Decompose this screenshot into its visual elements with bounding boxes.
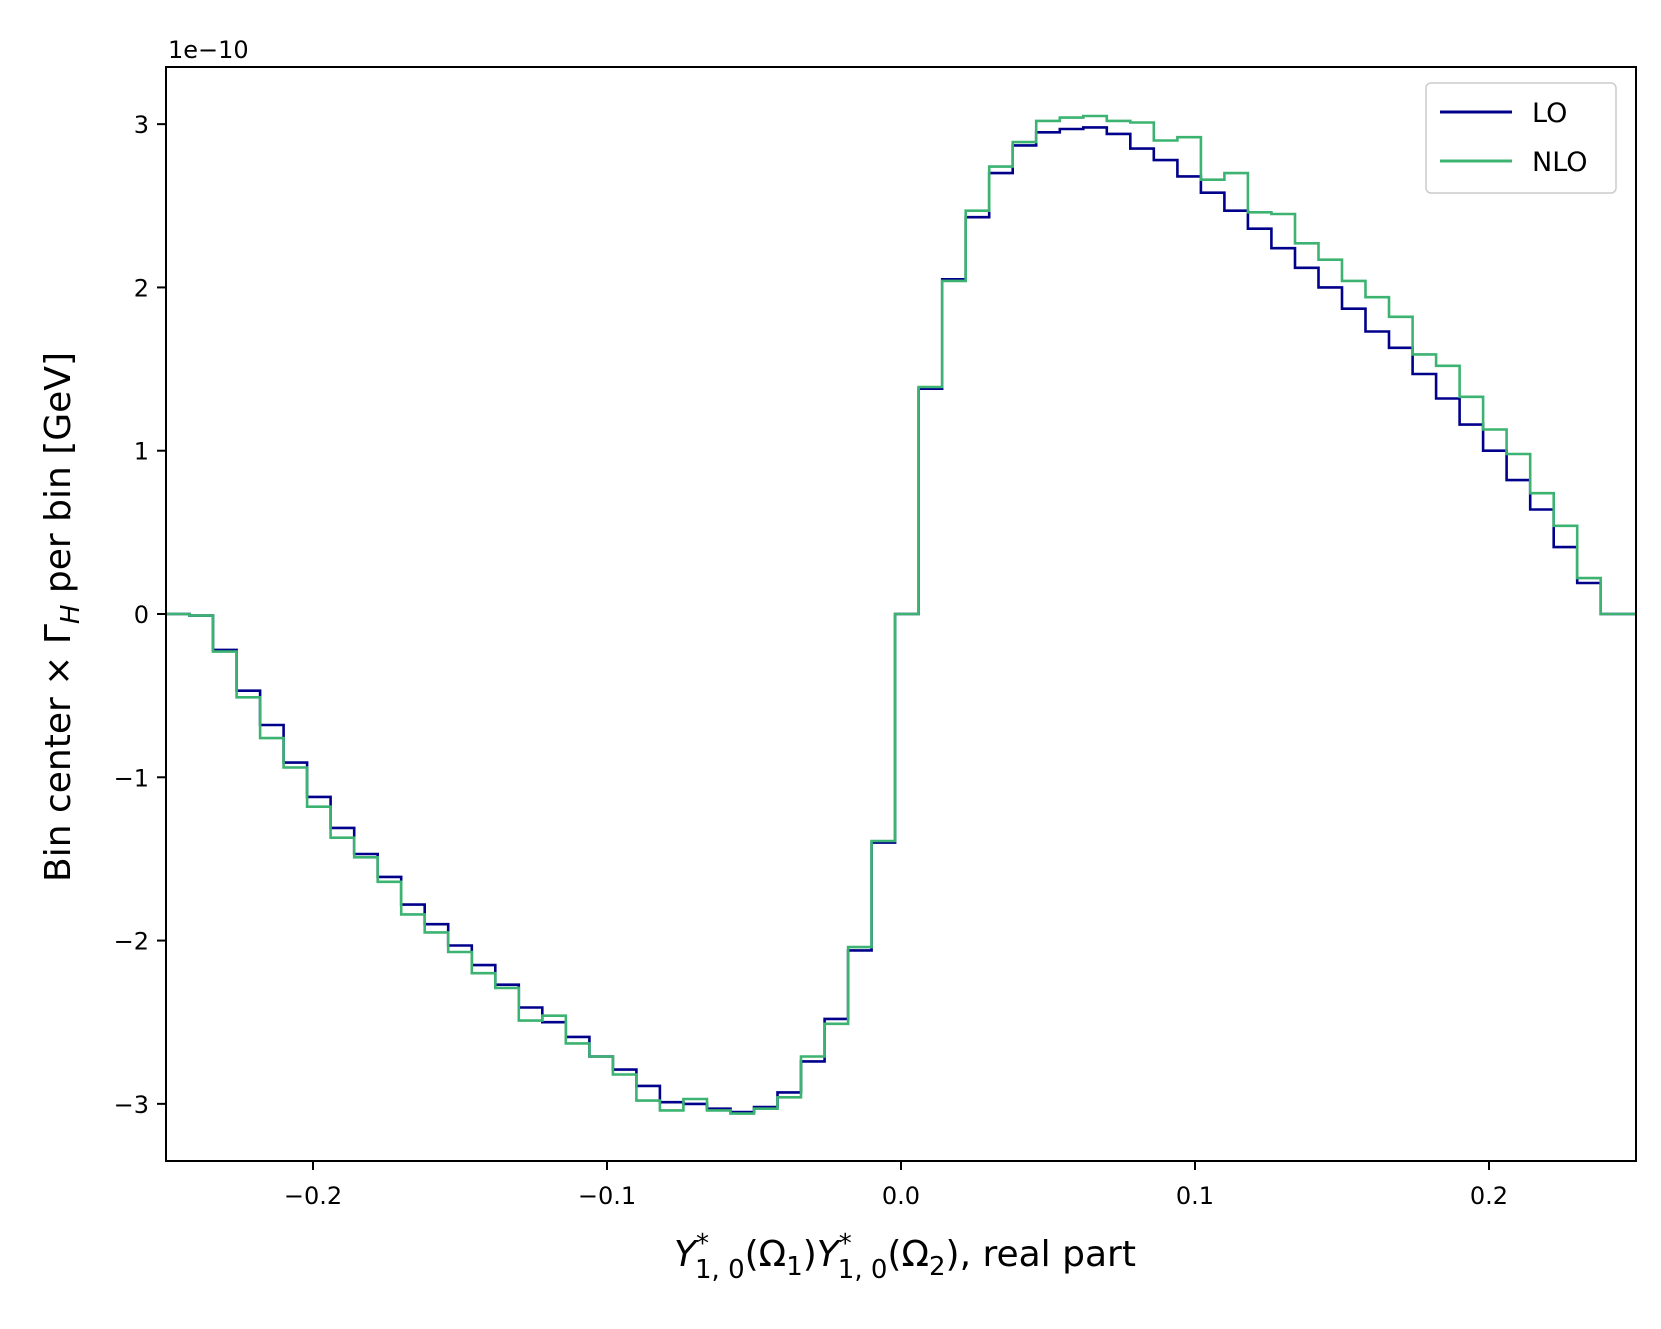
x-axis-label-omega1: (Ω	[745, 1234, 787, 1275]
x-axis-label-close: )	[803, 1234, 817, 1275]
series-line-lo	[166, 126, 1636, 1114]
x-axis-label-omega1-sub: 1	[786, 1252, 803, 1282]
x-tick-label: −0.2	[284, 1182, 342, 1210]
x-axis-label-y1: Y	[674, 1234, 699, 1275]
x-tick-label: 0.2	[1470, 1182, 1508, 1210]
y-axis-label-sub: H	[56, 605, 86, 625]
y-axis-label-pre: Bin center × Γ	[38, 624, 79, 882]
plot-area	[166, 114, 1636, 1115]
x-axis-label-star1: *	[696, 1229, 709, 1259]
y-tick-label: −3	[114, 1091, 149, 1119]
legend: LO NLO	[1425, 82, 1617, 194]
x-axis-label-omega2: (Ω	[887, 1234, 929, 1275]
x-axis-label-sub2: 1, 0	[838, 1255, 888, 1285]
x-tick-label: −0.1	[578, 1182, 636, 1210]
axes-frame	[165, 66, 1637, 1162]
y-axis-ticks: −3 −2 −1 0 1 2 3	[114, 111, 166, 1119]
y-tick-label: 3	[134, 111, 149, 139]
x-axis-label-y2: Y	[817, 1234, 842, 1275]
legend-label-lo: LO	[1532, 98, 1567, 129]
x-axis-label: Y* 1, 0(Ω1)Y* 1, 0(Ω2), real part	[674, 1229, 1136, 1285]
y-axis-label: Bin center × ΓH per bin [GeV]	[38, 352, 86, 882]
x-tick-label: 0.1	[1176, 1182, 1214, 1210]
series-line-nlo	[166, 114, 1636, 1115]
x-axis-label-sub1: 1, 0	[695, 1255, 745, 1285]
x-axis-label-omega2-sub: 2	[929, 1252, 946, 1282]
x-tick-label: 0.0	[882, 1182, 920, 1210]
y-axis-label-post: per bin [GeV]	[38, 352, 79, 605]
y-tick-label: 2	[134, 274, 149, 302]
y-tick-label: 1	[134, 438, 149, 466]
legend-label-nlo: NLO	[1532, 147, 1588, 178]
y-tick-label: −1	[114, 764, 149, 792]
x-axis-label-star2: *	[839, 1229, 852, 1259]
y-offset-label: 1e−10	[168, 36, 249, 64]
x-axis-label-tail: ), real part	[946, 1234, 1136, 1275]
y-tick-label: −2	[114, 928, 149, 956]
y-tick-label: 0	[134, 601, 149, 629]
x-axis-ticks: −0.2 −0.1 0.0 0.1 0.2	[284, 1161, 1508, 1210]
